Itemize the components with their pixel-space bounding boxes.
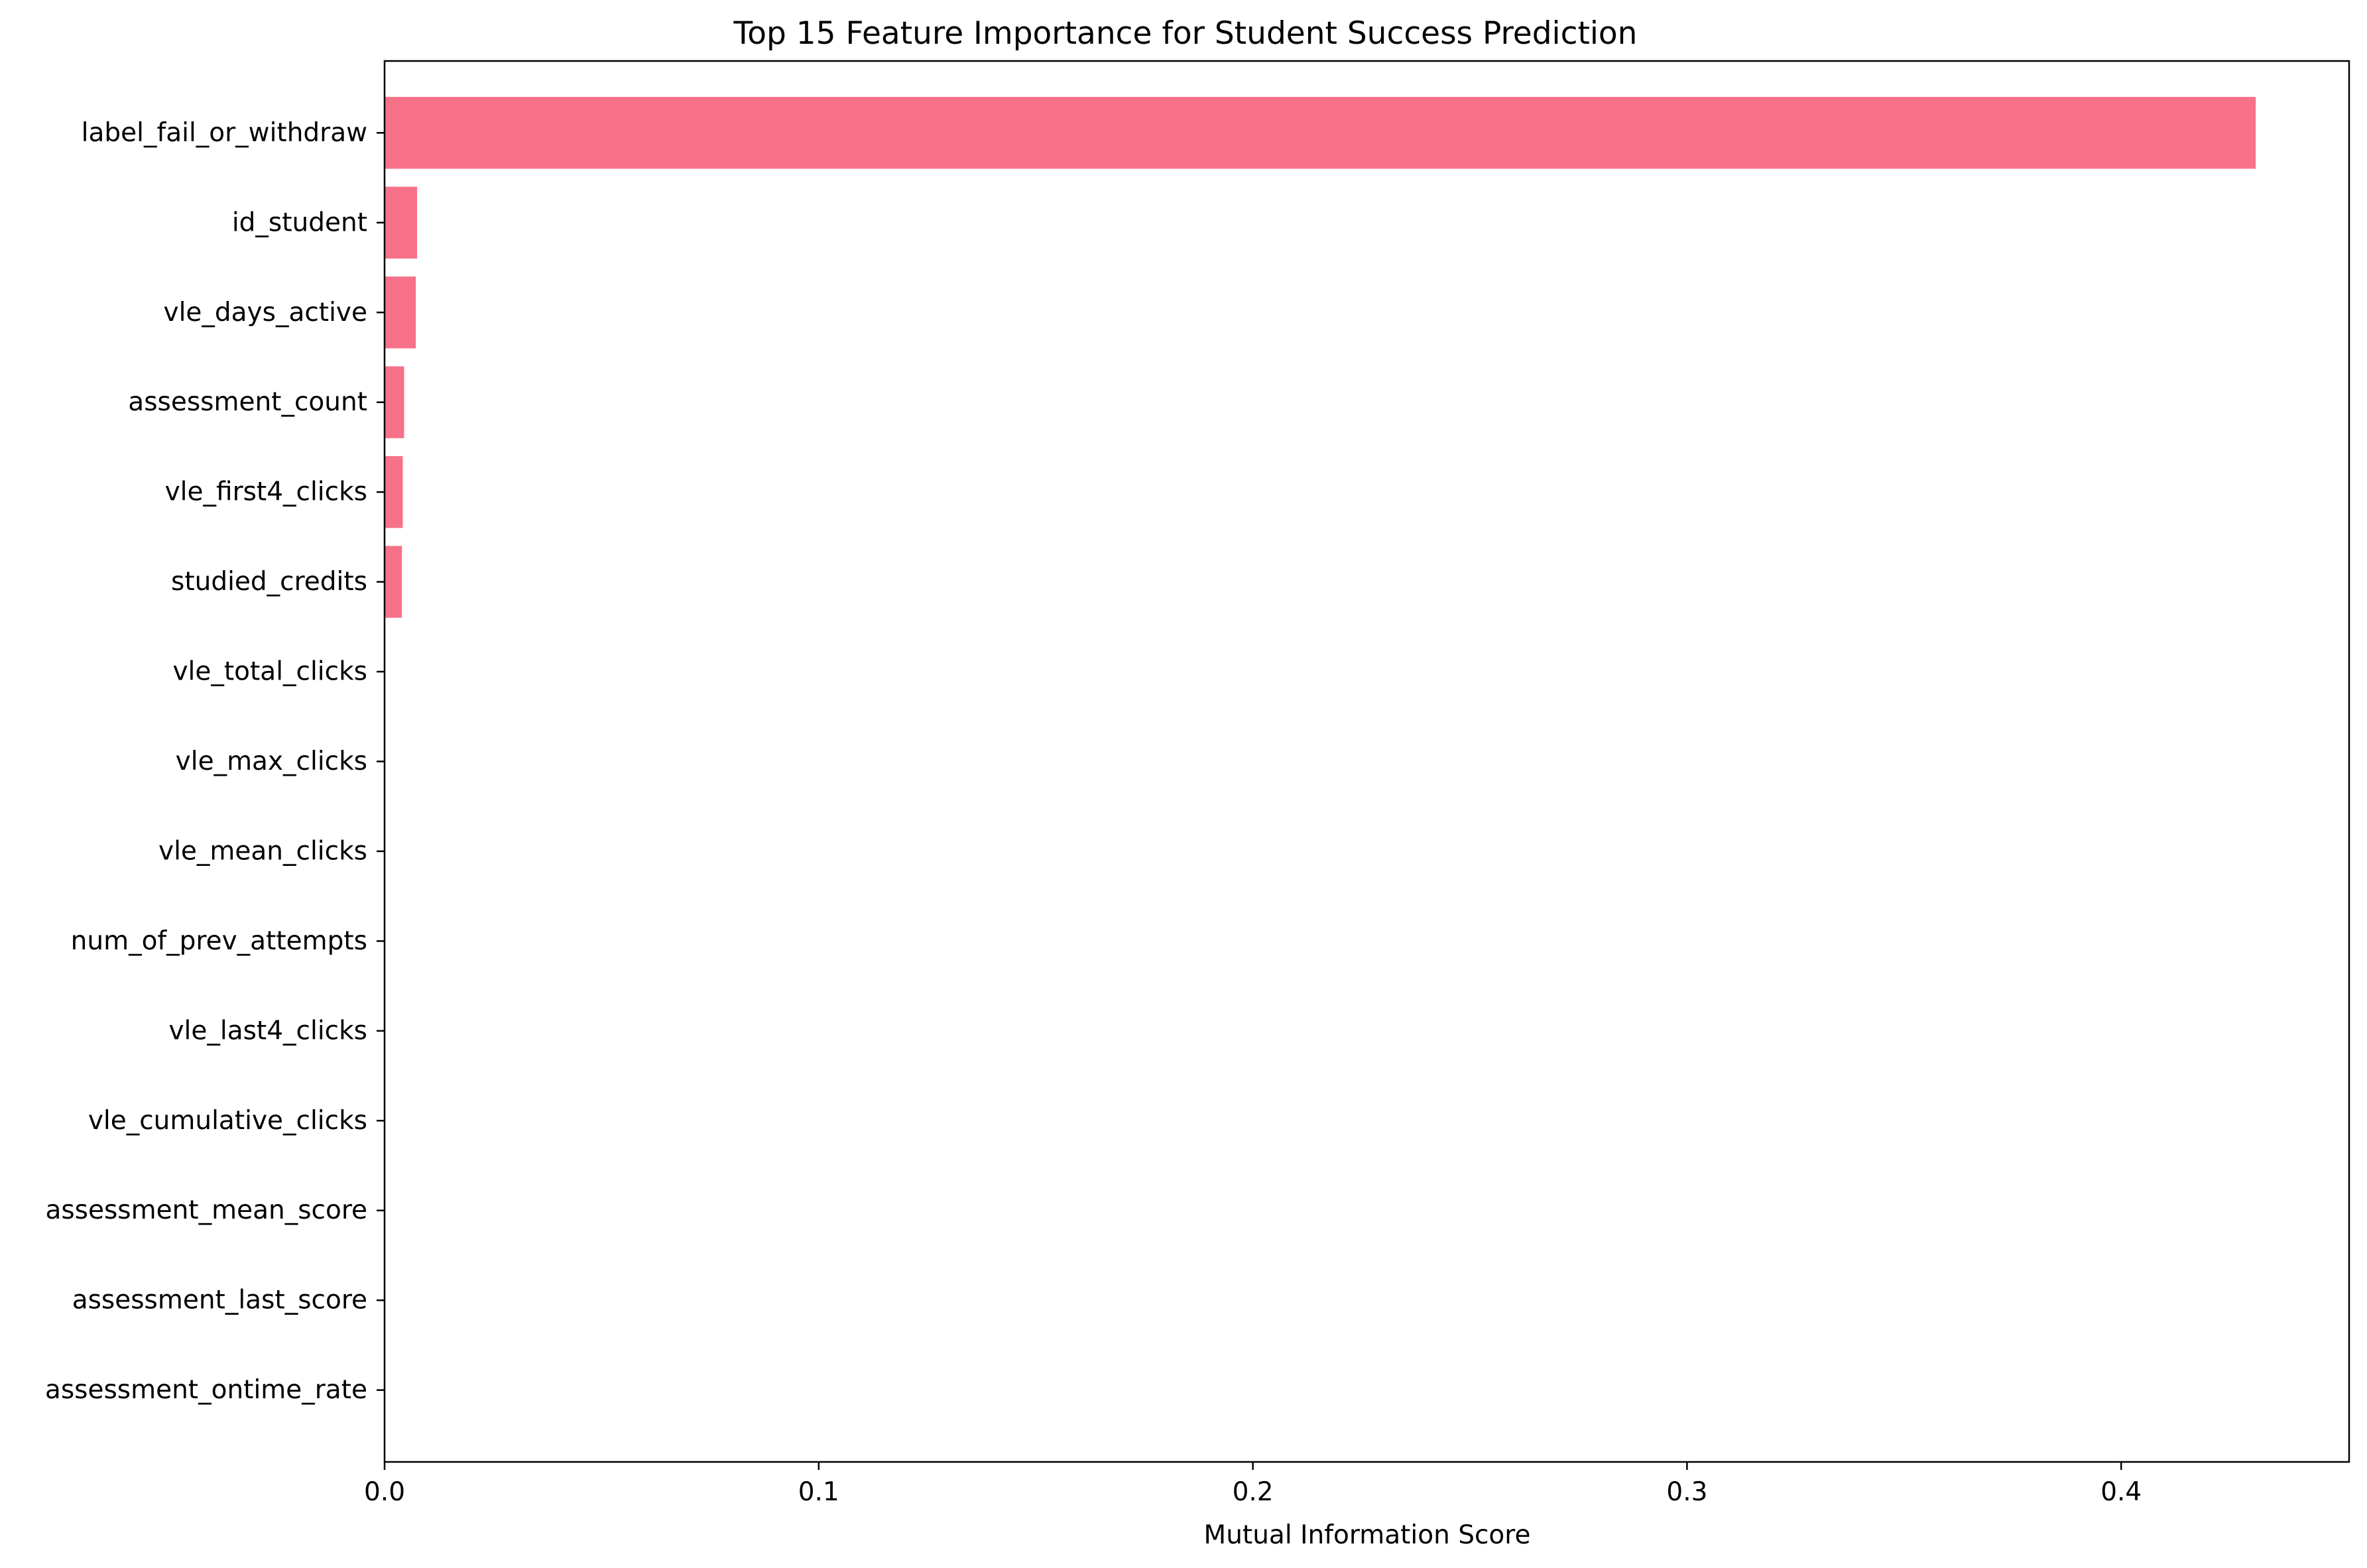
- bar-label_fail_or_withdraw: [385, 97, 2256, 169]
- bar-vle_first4_clicks: [385, 455, 403, 528]
- y-tick-label: num_of_prev_attempts: [71, 926, 367, 956]
- x-tick-label: 0.1: [798, 1477, 839, 1507]
- plot-frame: [383, 60, 2350, 1463]
- bars-group: [385, 97, 2256, 618]
- y-tick-label: assessment_count: [128, 387, 367, 417]
- bar-assessment_count: [385, 366, 404, 438]
- bar-id_student: [385, 186, 418, 259]
- y-tick-label: assessment_last_score: [72, 1286, 367, 1315]
- x-tick-label: 0.4: [2100, 1477, 2142, 1507]
- chart-title: Top 15 Feature Importance for Student Su…: [733, 15, 1638, 52]
- y-tick-label: assessment_mean_score: [45, 1195, 367, 1225]
- y-tick-label: vle_mean_clicks: [158, 836, 367, 866]
- y-tick-label: assessment_ontime_rate: [45, 1375, 367, 1405]
- bar-studied_credits: [385, 546, 402, 618]
- y-tick-label: label_fail_or_withdraw: [82, 118, 367, 148]
- y-tick-label: id_student: [232, 208, 367, 237]
- x-axis-label: Mutual Information Score: [1204, 1520, 1531, 1550]
- y-tick-label: vle_total_clicks: [172, 657, 367, 687]
- x-tick-label: 0.0: [364, 1477, 405, 1507]
- y-tick-label: studied_credits: [171, 567, 367, 597]
- bar-vle_days_active: [385, 276, 416, 349]
- y-tick-label: vle_days_active: [163, 298, 367, 328]
- y-tick-label: vle_max_clicks: [176, 747, 367, 776]
- x-tick-label: 0.2: [1233, 1477, 1274, 1507]
- y-tick-label: vle_last4_clicks: [168, 1016, 367, 1046]
- x-tick-label: 0.3: [1666, 1477, 1707, 1507]
- y-axis: label_fail_or_withdraw id_student vle_days…: [45, 118, 385, 1405]
- y-tick-label: vle_first4_clicks: [165, 477, 367, 507]
- x-axis: 0.0 0.1 0.2 0.3 0.4: [364, 1462, 2142, 1507]
- y-tick-label: vle_cumulative_clicks: [88, 1106, 367, 1136]
